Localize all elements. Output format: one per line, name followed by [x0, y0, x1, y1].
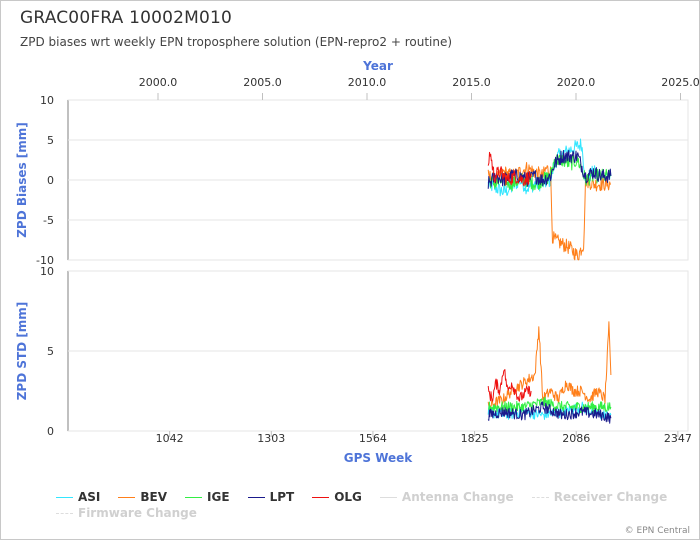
- legend-item-bev[interactable]: BEV: [118, 489, 167, 505]
- x-axis-title: GPS Week: [344, 451, 414, 465]
- legend: ASI BEV IGE LPT OLG Antenna Change Receiver Ch…: [56, 489, 696, 521]
- y-tick-label-biases: 10: [40, 94, 54, 107]
- x2-tick-label: 2000.0: [139, 76, 178, 89]
- series-line-std-asi: [487, 401, 612, 421]
- legend-item-lpt[interactable]: LPT: [247, 489, 295, 505]
- x2-tick-label: 2015.0: [452, 76, 491, 89]
- x-tick-label: 1303: [257, 432, 285, 445]
- x2-axis-title: Year: [362, 59, 393, 73]
- x-tick-label: 2347: [664, 432, 692, 445]
- legend-item-ige[interactable]: IGE: [185, 489, 230, 505]
- legend-item-antenna-change[interactable]: Antenna Change: [379, 489, 514, 505]
- y-tick-label-biases: 0: [47, 174, 54, 187]
- legend-label: OLG: [334, 490, 362, 504]
- x2-tick-label: 2025.0: [661, 76, 700, 89]
- legend-item-firmware-change[interactable]: Firmware Change: [56, 505, 197, 521]
- legend-swatch: [56, 497, 73, 498]
- legend-label: BEV: [140, 490, 168, 504]
- y-tick-label-std: 5: [47, 345, 54, 358]
- x-tick-label: 1042: [156, 432, 184, 445]
- legend-swatch: [118, 497, 136, 498]
- legend-swatch: [247, 497, 265, 498]
- series-line-biases-olg: [487, 151, 532, 187]
- x2-tick-label: 2005.0: [243, 76, 282, 89]
- x-tick-label: 2086: [562, 432, 590, 445]
- x-tick-label: 1825: [461, 432, 489, 445]
- x-tick-label: 1564: [359, 432, 387, 445]
- legend-label: ASI: [78, 490, 101, 504]
- y-tick-label-biases: 5: [47, 134, 54, 147]
- legend-swatch: [531, 497, 549, 498]
- legend-item-receiver-change[interactable]: Receiver Change: [531, 489, 668, 505]
- y-tick-label-std: 0: [47, 425, 54, 438]
- legend-label: Antenna Change: [401, 490, 514, 504]
- legend-label: Receiver Change: [553, 490, 668, 504]
- y-axis-title-std: ZPD STD [mm]: [15, 302, 29, 401]
- legend-swatch: [379, 497, 397, 498]
- copyright-notice: © EPN Central: [624, 526, 690, 536]
- x2-tick-label: 2010.0: [348, 76, 387, 89]
- legend-swatch: [312, 497, 330, 498]
- series-line-std-olg: [487, 369, 532, 402]
- series-line-std-lpt: [487, 401, 612, 424]
- legend-swatch: [56, 513, 73, 514]
- chart-subtitle: ZPD biases wrt weekly EPN troposphere so…: [20, 35, 453, 49]
- legend-item-asi[interactable]: ASI: [56, 489, 100, 505]
- legend-label: IGE: [207, 490, 230, 504]
- legend-swatch: [185, 497, 203, 498]
- y-tick-label-biases: -10: [36, 254, 54, 267]
- y-tick-label-std: 10: [40, 265, 54, 278]
- legend-item-olg[interactable]: OLG: [312, 489, 362, 505]
- y-tick-label-biases: -5: [43, 214, 54, 227]
- legend-label: LPT: [269, 490, 295, 504]
- series-line-std-bev: [487, 321, 612, 409]
- x2-tick-label: 2020.0: [557, 76, 596, 89]
- y-axis-title-biases: ZPD Biases [mm]: [15, 122, 29, 238]
- legend-label: Firmware Change: [78, 506, 197, 520]
- chart-title: GRAC00FRA 10002M010: [20, 8, 233, 28]
